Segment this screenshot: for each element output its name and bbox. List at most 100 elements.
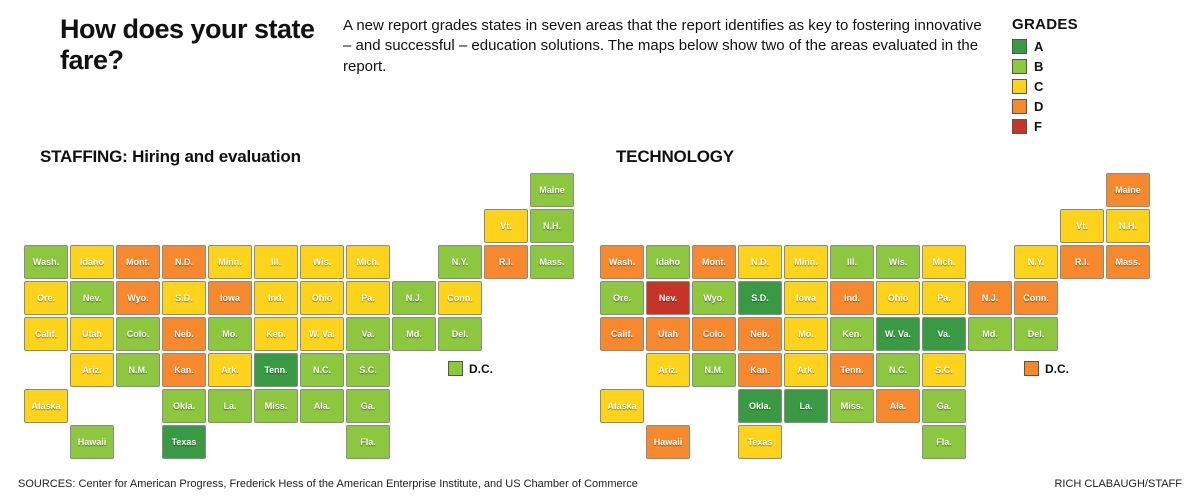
state-tile-la: La. — [208, 389, 252, 423]
dc-grade-swatch — [1024, 361, 1039, 376]
dc-label: D.C. — [1045, 361, 1069, 376]
state-tile-tx: Texas — [738, 425, 782, 459]
state-tile-ak: Alaska — [24, 389, 68, 423]
state-tile-tn: Tenn. — [254, 353, 298, 387]
state-tile-ma: Mass. — [530, 245, 574, 279]
state-tile-tx: Texas — [162, 425, 206, 459]
state-tile-wy: Wyo. — [692, 281, 736, 315]
state-tile-oh: Ohio — [876, 281, 920, 315]
state-tile-mi: Mich. — [922, 245, 966, 279]
state-tile-ky: Ken. — [830, 317, 874, 351]
legend-grade-label: B — [1034, 59, 1044, 74]
state-tile-ne: Neb. — [162, 317, 206, 351]
state-tile-ct: Conn. — [1014, 281, 1058, 315]
state-tile-id: Idaho — [646, 245, 690, 279]
dc-legend-chip: D.C. — [1024, 361, 1069, 376]
state-tile-ca: Calif. — [24, 317, 68, 351]
state-tile-nh: N.H. — [530, 209, 574, 243]
dc-legend-chip: D.C. — [448, 361, 493, 376]
legend-item-c: C — [1012, 79, 1172, 94]
state-tile-ca: Calif. — [600, 317, 644, 351]
state-tile-ne: Neb. — [738, 317, 782, 351]
state-tile-va: Va. — [346, 317, 390, 351]
legend-swatch-f — [1012, 119, 1027, 134]
state-tile-nc: N.C. — [876, 353, 920, 387]
state-tile-az: Ariz. — [70, 353, 114, 387]
state-tile-ut: Utah — [70, 317, 114, 351]
state-tile-nm: N.M. — [116, 353, 160, 387]
state-tile-co: Colo. — [692, 317, 736, 351]
state-tile-nv: Nev. — [70, 281, 114, 315]
state-tile-il: Ill. — [254, 245, 298, 279]
state-tile-mi: Mich. — [346, 245, 390, 279]
state-tile-ks: Kan. — [738, 353, 782, 387]
state-tile-ar: Ark. — [784, 353, 828, 387]
state-tile-nj: N.J. — [392, 281, 436, 315]
state-tile-nh: N.H. — [1106, 209, 1150, 243]
state-tile-md: Md. — [392, 317, 436, 351]
state-tile-nm: N.M. — [692, 353, 736, 387]
legend-grade-label: A — [1034, 39, 1044, 54]
state-tile-ok: Okla. — [162, 389, 206, 423]
state-tile-ri: R.I. — [484, 245, 528, 279]
state-tile-ga: Ga. — [346, 389, 390, 423]
credit-text: RICH CLABAUGH/STAFF — [1054, 478, 1182, 490]
state-tile-ct: Conn. — [438, 281, 482, 315]
legend-item-d: D — [1012, 99, 1172, 114]
state-tile-fl: Fla. — [922, 425, 966, 459]
grades-legend-title: GRADES — [1012, 16, 1078, 33]
state-tile-oh: Ohio — [300, 281, 344, 315]
state-tile-al: Ala. — [300, 389, 344, 423]
legend-swatch-a — [1012, 39, 1027, 54]
state-tile-wv: W. Va. — [876, 317, 920, 351]
state-tile-sd: S.D. — [738, 281, 782, 315]
state-tile-il: Ill. — [830, 245, 874, 279]
state-tile-al: Ala. — [876, 389, 920, 423]
state-tile-sd: S.D. — [162, 281, 206, 315]
legend-item-a: A — [1012, 39, 1172, 54]
state-tile-ok: Okla. — [738, 389, 782, 423]
state-tile-wv: W. Va. — [300, 317, 344, 351]
legend-grade-label: C — [1034, 79, 1044, 94]
staffing-map-block: STAFFING: Hiring and evaluation Wash. Ore… — [24, 145, 576, 477]
technology-map-title: TECHNOLOGY — [616, 147, 734, 166]
state-tile-de: Del. — [1014, 317, 1058, 351]
state-tile-vt: Vt. — [1060, 209, 1104, 243]
dc-grade-swatch — [448, 361, 463, 376]
state-tile-la: La. — [784, 389, 828, 423]
legend-item-f: F — [1012, 119, 1172, 134]
state-tile-wi: Wis. — [876, 245, 920, 279]
state-tile-ak: Alaska — [600, 389, 644, 423]
state-tile-ny: N.Y. — [1014, 245, 1058, 279]
sources-text: SOURCES: Center for American Progress, F… — [18, 478, 638, 490]
state-tile-ut: Utah — [646, 317, 690, 351]
maps-row: STAFFING: Hiring and evaluation Wash. Ore… — [0, 143, 1200, 477]
header: How does your state fare? A new report g… — [0, 0, 1200, 143]
state-tile-fl: Fla. — [346, 425, 390, 459]
state-tile-hi: Hawaii — [646, 425, 690, 459]
technology-map: Wash. Ore. Calif. Idaho Nev. Utah Ariz. Mont. Wy… — [600, 173, 1152, 461]
state-tile-vt: Vt. — [484, 209, 528, 243]
state-tile-tn: Tenn. — [830, 353, 874, 387]
state-tile-mt: Mont. — [116, 245, 160, 279]
state-tile-nc: N.C. — [300, 353, 344, 387]
state-tile-nd: N.D. — [162, 245, 206, 279]
state-tile-mn: Minn. — [784, 245, 828, 279]
state-tile-ks: Kan. — [162, 353, 206, 387]
page-title: How does your state fare? — [60, 14, 315, 76]
state-tile-wa: Wash. — [24, 245, 68, 279]
state-tile-nj: N.J. — [968, 281, 1012, 315]
state-tile-ia: Iowa — [784, 281, 828, 315]
state-tile-or: Ore. — [24, 281, 68, 315]
state-tile-mo: Mo. — [208, 317, 252, 351]
dc-label: D.C. — [469, 361, 493, 376]
state-tile-or: Ore. — [600, 281, 644, 315]
state-tile-md: Md. — [968, 317, 1012, 351]
footer: SOURCES: Center for American Progress, F… — [0, 477, 1200, 498]
state-tile-nd: N.D. — [738, 245, 782, 279]
state-tile-pa: Pa. — [922, 281, 966, 315]
state-tile-de: Del. — [438, 317, 482, 351]
state-tile-ky: Ken. — [254, 317, 298, 351]
